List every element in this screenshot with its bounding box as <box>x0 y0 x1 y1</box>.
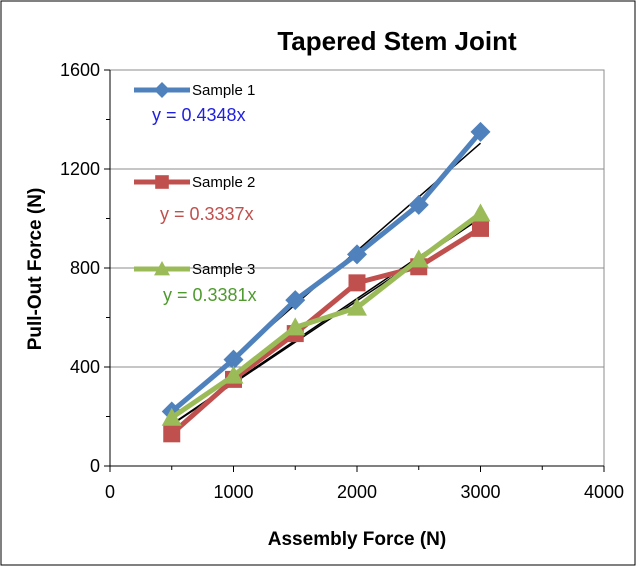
series-1-point-5 <box>408 194 429 215</box>
series-3-point-3 <box>285 317 306 336</box>
legend-entry-2: Sample 2 y = 0.3337x <box>134 174 255 224</box>
trendline-equation-3: y = 0.3381x <box>163 285 257 305</box>
legend-label-2: Sample 2 <box>192 174 255 191</box>
series-3-point-2 <box>223 365 244 384</box>
series-3-point-5 <box>408 249 429 268</box>
legend-marker-2 <box>155 175 169 189</box>
trendline-equation-1: y = 0.4348x <box>152 105 246 125</box>
series-3 <box>161 203 491 426</box>
x-tick-label-3: 3000 <box>460 482 500 502</box>
series-1-point-6 <box>470 121 491 142</box>
series-1-line <box>170 130 483 414</box>
data-series <box>161 121 491 443</box>
legend-label-3: Sample 3 <box>192 261 255 278</box>
legend-label-1: Sample 1 <box>192 82 255 99</box>
chart-title: Tapered Stem Joint <box>277 26 517 56</box>
series-1-point-2 <box>223 349 244 370</box>
series-3-point-1 <box>161 407 182 426</box>
series-1-point-3 <box>285 290 306 311</box>
series-2-line <box>170 226 482 436</box>
series-3-point-4 <box>347 297 367 316</box>
series-2-point-1 <box>163 425 181 443</box>
series-2-point-4 <box>348 274 366 292</box>
x-axis-label: Assembly Force (N) <box>268 529 446 550</box>
x-tick-label-1: 1000 <box>213 482 253 502</box>
x-tick-label-4: 4000 <box>584 482 624 502</box>
y-axis-label: Pull-Out Force (N) <box>25 188 46 351</box>
tick-labels: 0 400 800 1200 1600 0 1000 2000 3000 4000 <box>60 60 624 502</box>
grid-lines <box>110 168 604 368</box>
series-3-line <box>170 211 482 420</box>
legend-entry-3: Sample 3 y = 0.3381x <box>134 261 257 305</box>
trendline-equation-2: y = 0.3337x <box>160 204 254 224</box>
legend-entry-1: Sample 1 y = 0.4348x <box>134 82 255 125</box>
x-tick-label-0: 0 <box>105 482 115 502</box>
legend-marker-1 <box>154 82 170 98</box>
y-tick-label-3: 1200 <box>60 159 100 179</box>
series-2-point-6 <box>472 219 489 237</box>
y-tick-label-0: 0 <box>90 456 100 476</box>
series-3-point-6 <box>470 203 491 222</box>
series-1-point-4 <box>347 244 367 265</box>
y-tick-label-1: 400 <box>70 357 100 377</box>
y-tick-label-4: 1600 <box>60 60 100 80</box>
axes <box>104 69 605 472</box>
x-tick-label-2: 2000 <box>337 482 377 502</box>
y-tick-label-2: 800 <box>70 258 100 278</box>
legend-marker-3 <box>154 261 170 276</box>
